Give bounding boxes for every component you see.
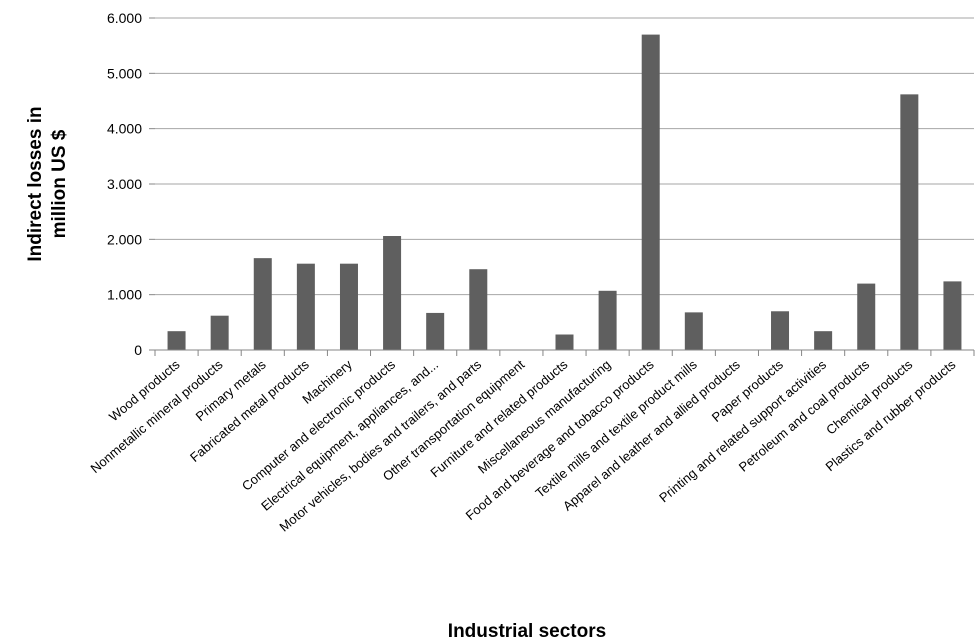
y-tick-label: 2.000 [107, 231, 142, 247]
bar [383, 236, 402, 350]
bars [167, 34, 962, 350]
y-axis-title-line: Indirect losses in [25, 106, 46, 261]
y-tick-label: 1.000 [107, 287, 142, 303]
bar [296, 263, 315, 350]
y-tick-label: 3.000 [107, 176, 142, 192]
bar [771, 311, 790, 350]
bar [641, 34, 660, 350]
gridlines [155, 17, 974, 296]
bar [426, 312, 445, 350]
bar [253, 258, 272, 350]
x-tick-label: Computer and electronic products [239, 356, 398, 493]
x-tick-label: Motor vehicles, bodies and trailers, and… [276, 356, 484, 534]
bar [900, 94, 919, 350]
bar [814, 331, 833, 350]
bar [555, 334, 574, 350]
bar [339, 263, 358, 350]
bar [469, 269, 488, 350]
x-axis-title: Industrial sectors [448, 621, 606, 642]
y-tick-label: 6.000 [107, 10, 142, 26]
bar [943, 281, 962, 350]
y-tick-label: 0 [134, 342, 142, 358]
bar [857, 283, 876, 350]
y-tick-label: 5.000 [107, 65, 142, 81]
y-tick-label: 4.000 [107, 121, 142, 137]
y-axis-title: Indirect losses in million US $ [25, 106, 70, 261]
bar [210, 315, 229, 350]
y-axis: 0 1.000 2.000 3.000 4.000 5.000 6.000 [107, 10, 155, 358]
bar [167, 331, 186, 350]
y-axis-title-group: Indirect losses in million US $ [25, 106, 70, 261]
bar [598, 290, 617, 350]
x-tick-label: Wood products [106, 356, 183, 424]
bar [684, 312, 703, 350]
y-axis-title-line: million US $ [49, 129, 70, 238]
